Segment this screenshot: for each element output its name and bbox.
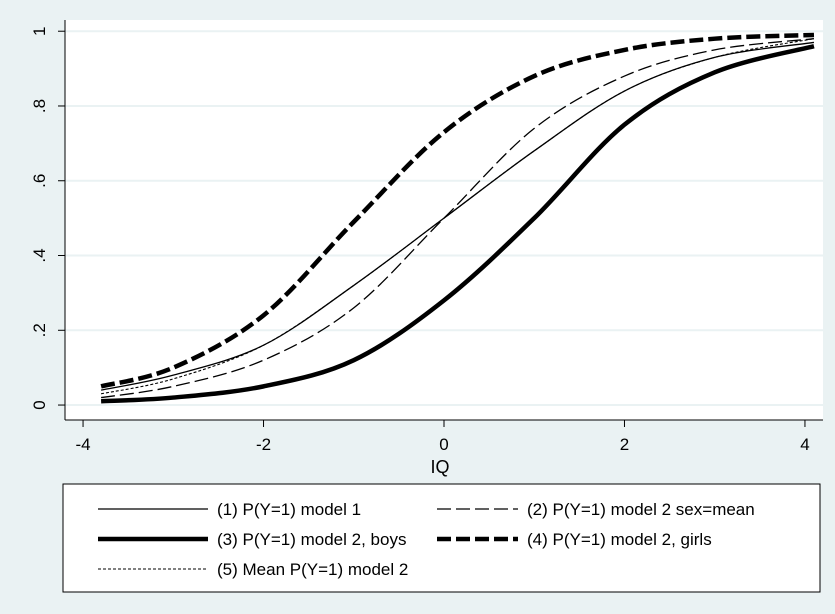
y-tick-label-3: .6 xyxy=(30,174,49,188)
x-axis-title: IQ xyxy=(430,457,449,477)
legend-label-4: (4) P(Y=1) model 2, girls xyxy=(527,530,712,549)
gridlines xyxy=(65,30,823,407)
y-tick-label-2: .4 xyxy=(30,248,49,262)
series-line-4 xyxy=(100,32,815,389)
legend-label-3: (3) P(Y=1) model 2, boys xyxy=(217,530,406,549)
y-tick-label-0: 0 xyxy=(30,400,49,409)
legend-label-2: (2) P(Y=1) model 2 sex=mean xyxy=(527,500,755,519)
x-tick-label-2: 0 xyxy=(439,435,448,454)
series-line-3 xyxy=(100,43,815,404)
y-tick-label-5: 1 xyxy=(30,26,49,35)
series xyxy=(100,32,815,404)
legend-label-5: (5) Mean P(Y=1) model 2 xyxy=(217,560,408,579)
series-line-5 xyxy=(100,38,815,395)
legend: (1) P(Y=1) model 1 (2) P(Y=1) model 2 sex… xyxy=(62,483,821,593)
plot-area xyxy=(65,20,823,420)
y-tick-label-1: .2 xyxy=(30,323,49,337)
x-tick-label-3: 2 xyxy=(620,435,629,454)
x-tick-label-1: -2 xyxy=(256,435,271,454)
legend-label-1: (1) P(Y=1) model 1 xyxy=(217,500,361,519)
y-tick-label-4: .8 xyxy=(30,99,49,113)
x-tick-label-0: -4 xyxy=(75,435,90,454)
ticks: -4 -2 0 2 4 0 .2 .4 .6 .8 1 xyxy=(30,26,810,454)
x-tick-label-4: 4 xyxy=(800,435,809,454)
